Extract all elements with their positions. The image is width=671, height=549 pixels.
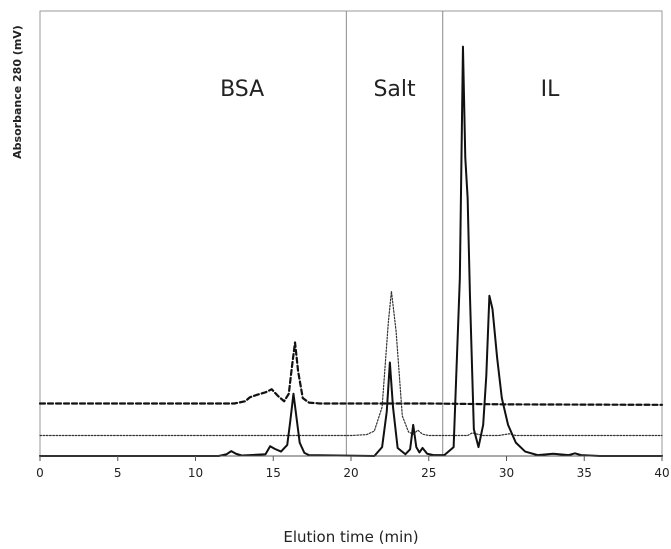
region-labels: BSA Salt IL	[220, 77, 560, 102]
x-tick-label: 35	[577, 466, 592, 480]
x-tick-label: 40	[654, 466, 669, 480]
y-axis-title: Absorbance 280 (mV)	[11, 25, 24, 159]
x-axis: 0 5 10 15 20 25 30 35 40	[36, 455, 670, 480]
x-tick-label: 20	[343, 466, 358, 480]
x-tick-label: 30	[499, 466, 514, 480]
x-axis-title: Elution time (min)	[283, 528, 418, 546]
series-line-dashed	[38, 341, 664, 406]
x-tick-label: 0	[36, 466, 44, 480]
region-dividers	[345, 11, 444, 456]
series-layer	[38, 45, 664, 457]
region-label-il: IL	[541, 77, 560, 102]
x-tick-label: 15	[266, 466, 281, 480]
region-label-bsa: BSA	[220, 77, 264, 102]
x-tick-label: 5	[114, 466, 122, 480]
x-tick-label: 10	[188, 466, 203, 480]
region-label-salt: Salt	[373, 77, 416, 102]
x-tick-label: 25	[421, 466, 436, 480]
series-line-solid	[39, 45, 663, 457]
series-line-dotted	[39, 290, 663, 437]
